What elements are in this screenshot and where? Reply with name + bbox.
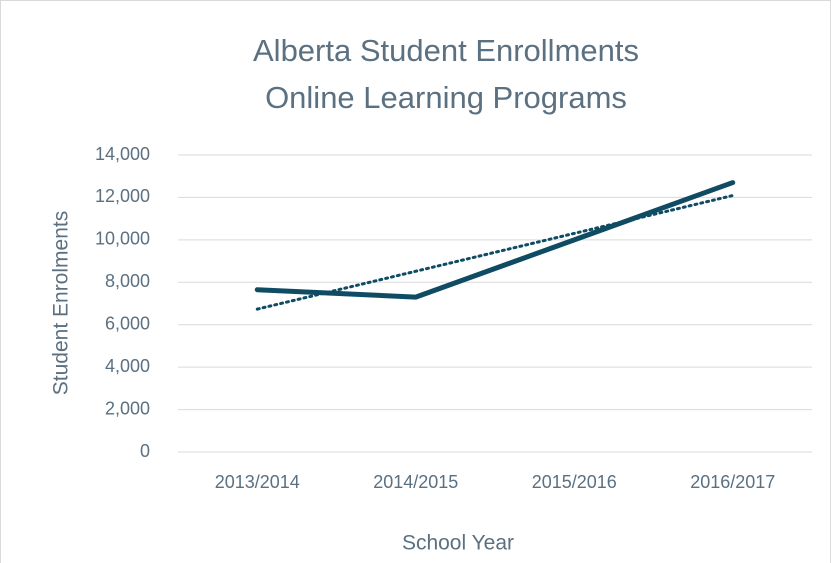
y-tick-label: 6,000 [105,313,150,333]
data-line [254,180,736,300]
chart-title: Online Learning Programs [265,80,627,115]
x-tick-label: 2014/2015 [373,472,458,492]
trendline [255,194,735,311]
y-tick-label: 4,000 [105,356,150,376]
y-tick-label: 14,000 [95,144,150,164]
y-tick-label: 10,000 [95,229,150,249]
y-tick-label: 12,000 [95,186,150,206]
x-tick-label: 2013/2014 [215,472,300,492]
y-axis-label: Student Enrolments [50,211,73,395]
chart-title: Alberta Student Enrollments [253,33,639,68]
x-tick-label: 2015/2016 [532,472,617,492]
y-tick-label: 0 [140,441,150,461]
y-tick-label: 2,000 [105,398,150,418]
x-axis-label: School Year [402,532,514,555]
y-tick-label: 8,000 [105,271,150,291]
x-tick-label: 2016/2017 [690,472,775,492]
